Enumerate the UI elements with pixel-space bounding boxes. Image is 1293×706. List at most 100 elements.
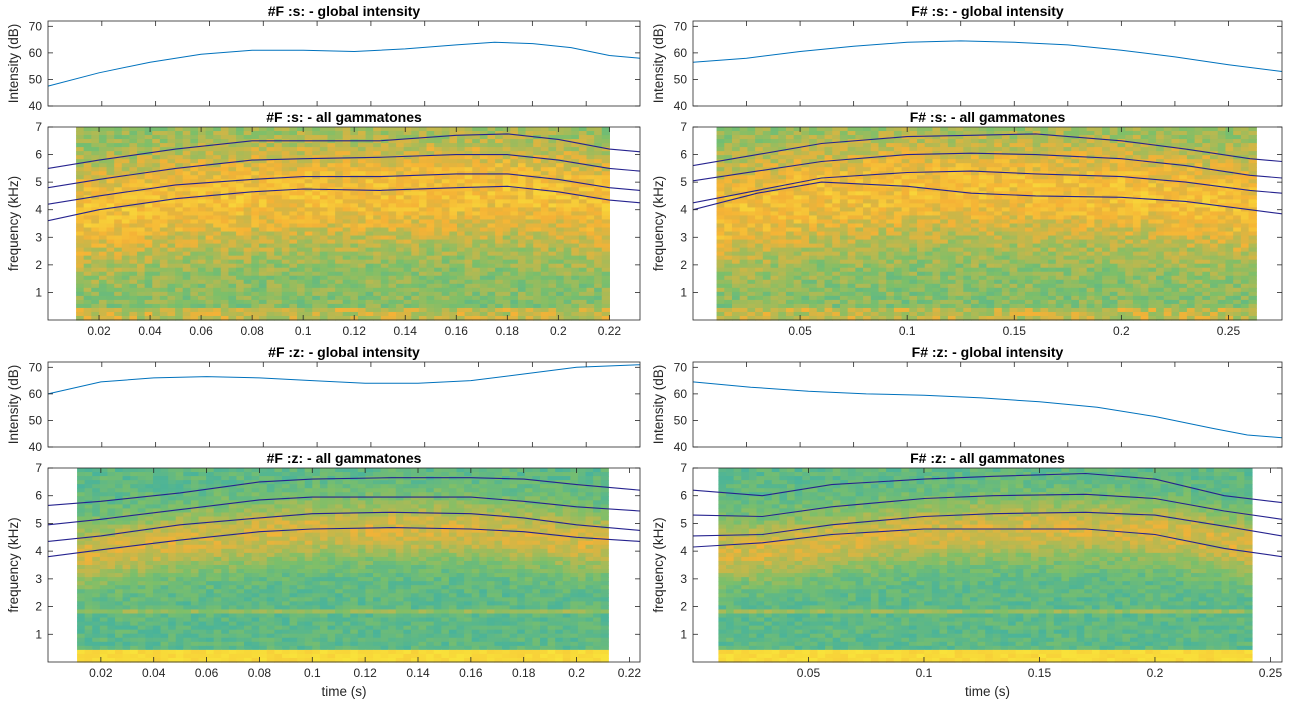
spectrogram-cell <box>335 223 344 229</box>
spectrogram-cell <box>1171 175 1180 180</box>
spectrogram-cell <box>1132 143 1142 148</box>
spectrogram-cell <box>129 267 138 273</box>
spectrogram-cell <box>994 183 1003 188</box>
spectrogram-cell <box>357 199 367 204</box>
spectrogram-cell <box>578 175 588 180</box>
spectrogram-cell <box>971 183 980 188</box>
spectrogram-cell <box>167 159 176 164</box>
spectrogram-cell <box>472 203 481 209</box>
spectrogram-cell <box>479 223 489 229</box>
spectrogram-cell <box>426 295 435 301</box>
spectrogram-cell <box>243 207 252 213</box>
spectrogram-cell <box>1032 183 1041 188</box>
spectrogram-cell <box>502 303 511 309</box>
spectrogram-cell <box>556 259 565 265</box>
spectrogram-cell <box>258 279 268 285</box>
spectrogram-cell <box>236 279 245 285</box>
spectrogram-cell <box>917 179 926 184</box>
spectrogram-cell <box>1024 163 1034 168</box>
spectrogram-cell <box>91 263 100 269</box>
spectrogram-cell <box>955 143 964 148</box>
spectrogram-cell <box>1102 203 1111 209</box>
spectrogram-cell <box>304 127 313 132</box>
spectrogram-cell <box>152 231 161 237</box>
spectrogram-cell <box>1125 179 1134 184</box>
spectrogram-cell <box>1032 195 1041 200</box>
spectrogram-cell <box>893 167 903 172</box>
spectrogram-cell <box>1024 147 1034 152</box>
spectrogram-cell <box>190 135 199 140</box>
spectrogram-cell <box>839 163 849 168</box>
spectrogram-cell <box>457 211 466 217</box>
spectrogram-cell <box>963 147 972 152</box>
spectrogram-cell <box>1210 207 1219 213</box>
spectrogram-cell <box>464 155 473 160</box>
spectrogram-cell <box>563 143 572 148</box>
spectrogram-cell <box>144 179 153 184</box>
spectrogram-cell <box>388 207 397 213</box>
spectrogram-cell <box>762 191 772 196</box>
spectrogram-cell <box>502 155 511 160</box>
spectrogram-cell <box>571 187 580 192</box>
spectrogram-cell <box>98 131 108 136</box>
spectrogram-cell <box>144 263 153 269</box>
spectrogram-cell <box>426 271 435 277</box>
spectrogram-cell <box>901 211 910 217</box>
spectrogram-cell <box>175 247 184 253</box>
spectrogram-cell <box>1048 191 1057 196</box>
spectrogram-cell <box>893 163 903 168</box>
spectrogram-cell <box>373 283 382 289</box>
spectrogram-cell <box>586 303 595 309</box>
spectrogram-cell <box>373 159 382 164</box>
spectrogram-cell <box>106 215 115 221</box>
spectrogram-cell <box>809 135 818 140</box>
spectrogram-cell <box>106 187 115 192</box>
spectrogram-cell <box>457 247 466 253</box>
spectrogram-cell <box>319 195 329 200</box>
spectrogram-cell <box>909 147 918 152</box>
spectrogram-cell <box>472 187 481 192</box>
spectrogram-cell <box>601 223 610 229</box>
spectrogram-cell <box>319 151 329 156</box>
spectrogram-cell <box>411 127 420 132</box>
spectrogram-cell <box>1055 167 1065 172</box>
spectrogram-cell <box>426 223 435 229</box>
spectrogram-cell <box>220 215 230 221</box>
spectrogram-cell <box>434 303 443 309</box>
spectrogram-cell <box>472 223 481 229</box>
spectrogram-cell <box>137 207 146 213</box>
spectrogram-cell <box>495 199 504 204</box>
spectrogram-cell <box>1001 203 1011 209</box>
spectrogram-cell <box>1125 127 1134 132</box>
spectrogram-cell <box>578 287 588 293</box>
spectrogram-cell <box>213 215 222 221</box>
spectrogram-cell <box>533 215 542 221</box>
spectrogram-cell <box>304 235 313 241</box>
spectrogram-cell <box>98 315 108 321</box>
spectrogram-cell <box>464 247 473 253</box>
spectrogram-cell <box>411 263 420 269</box>
spectrogram-cell <box>365 259 374 265</box>
spectrogram-cell <box>816 191 826 196</box>
spectrogram-cell <box>870 175 880 180</box>
spectrogram-cell <box>357 295 367 301</box>
spectrogram-cell <box>548 207 557 213</box>
spectrogram-cell <box>464 295 473 301</box>
spectrogram-cell <box>563 231 572 237</box>
spectrogram-cell <box>1225 143 1234 148</box>
spectrogram-cell <box>510 151 519 156</box>
spectrogram-cell <box>464 151 473 156</box>
spectrogram-cell <box>129 235 138 241</box>
spectrogram-cell <box>121 255 130 261</box>
spectrogram-cell <box>289 275 298 281</box>
spectrogram-cell <box>403 139 412 144</box>
spectrogram-cell <box>396 139 405 144</box>
spectrogram-cell <box>594 147 603 152</box>
spectrogram-cell <box>98 311 108 317</box>
spectrogram-cell <box>571 191 580 196</box>
spectrogram-cell <box>175 283 184 289</box>
spectrogram-cell <box>98 271 108 277</box>
spectrogram-cell <box>878 167 887 172</box>
spectrogram-cell <box>824 167 833 172</box>
spectrogram-cell <box>220 139 230 144</box>
